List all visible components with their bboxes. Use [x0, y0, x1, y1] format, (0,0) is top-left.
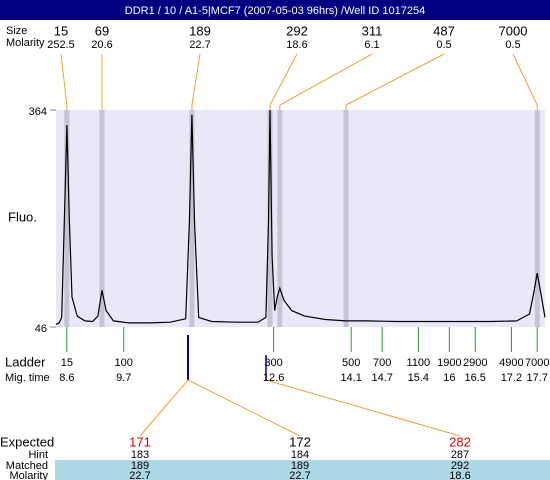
title-bar [0, 0, 550, 20]
ladder-time: 17.7 [527, 372, 548, 384]
ladder-size: 2900 [463, 357, 487, 369]
hint-value: 287 [451, 449, 469, 461]
ladder-time: 16.5 [465, 372, 486, 384]
size-label: Size [6, 25, 27, 37]
molarity-value: 22.7 [129, 470, 150, 480]
peak-band [189, 110, 195, 327]
matched-value: 189 [291, 460, 309, 472]
peak-band [343, 110, 349, 327]
peak-connector [60, 53, 68, 106]
peak-connector [512, 53, 538, 106]
matched-value: 292 [451, 460, 469, 472]
trace-line [55, 109, 546, 325]
hint-value: 184 [291, 449, 309, 461]
ladder-time: 17.2 [501, 372, 522, 384]
peak-molarity: 252.5 [47, 39, 75, 51]
peak-size: 189 [189, 23, 211, 38]
ladder-size: 1100 [407, 357, 431, 369]
plot-area [56, 110, 545, 327]
molarity-row-label: Molarity [9, 470, 48, 480]
ladder-size: 1900 [437, 357, 461, 369]
peak-molarity: 22.7 [189, 39, 210, 51]
peak-molarity: 0.5 [436, 39, 451, 51]
peak-size: 15 [54, 23, 68, 38]
expected-value: 282 [449, 434, 471, 449]
y-tick-label: 364 [29, 106, 47, 118]
peak-size: 487 [433, 23, 455, 38]
peak-size: 69 [95, 23, 109, 38]
ladder-time: 12.6 [263, 372, 284, 384]
molarity-label: Molarity [6, 37, 45, 49]
expected-label: Expected [0, 434, 54, 449]
expected-value: 172 [289, 434, 311, 449]
peak-band [534, 110, 540, 327]
peak-connector [345, 53, 445, 106]
mig-time-label: Mig. time [5, 372, 50, 384]
ladder-label: Ladder [5, 354, 46, 369]
peak-molarity: 18.6 [286, 39, 307, 51]
expected-value: 171 [129, 434, 151, 449]
peak-band [99, 110, 105, 327]
ladder-size: 100 [115, 357, 133, 369]
ladder-time: 14.1 [340, 372, 361, 384]
y-axis-label: Fluo. [8, 209, 37, 224]
peak-connector [279, 53, 373, 106]
peak-connector [191, 53, 201, 106]
hint-label: Hint [28, 449, 48, 461]
ladder-time: 9.7 [116, 372, 131, 384]
match-link [265, 379, 461, 437]
ladder-size: 500 [342, 357, 360, 369]
ladder-size: 4900 [499, 357, 523, 369]
ladder-time: 15.4 [408, 372, 429, 384]
peak-molarity: 20.6 [91, 39, 112, 51]
y-tick-label: 46 [35, 323, 47, 335]
peak-band [64, 110, 70, 327]
ladder-size: 7000 [525, 357, 549, 369]
ladder-size: 700 [373, 357, 391, 369]
ladder-size: 15 [61, 357, 73, 369]
peak-molarity: 0.5 [505, 39, 520, 51]
peak-band [267, 110, 273, 327]
matched-label: Matched [6, 460, 48, 472]
peak-size: 7000 [499, 23, 528, 38]
ladder-time: 8.6 [59, 372, 74, 384]
match-link [139, 379, 189, 437]
ladder-time: 16 [443, 372, 455, 384]
hint-value: 183 [131, 449, 149, 461]
chart-title: DDR1 / 10 / A1-5|MCF7 (2007-05-03 96hrs)… [125, 5, 425, 17]
ladder-time: 14.7 [371, 372, 392, 384]
matched-value: 189 [131, 460, 149, 472]
peak-molarity: 6.1 [364, 39, 379, 51]
ladder-size: 300 [264, 357, 282, 369]
peak-size: 311 [362, 23, 383, 38]
molarity-value: 18.6 [449, 470, 470, 480]
match-link [187, 379, 301, 437]
peak-band [277, 110, 283, 327]
molarity-value: 22.7 [289, 470, 310, 480]
peak-connector [269, 53, 298, 106]
peak-size: 292 [286, 23, 308, 38]
table-band [55, 460, 550, 480]
